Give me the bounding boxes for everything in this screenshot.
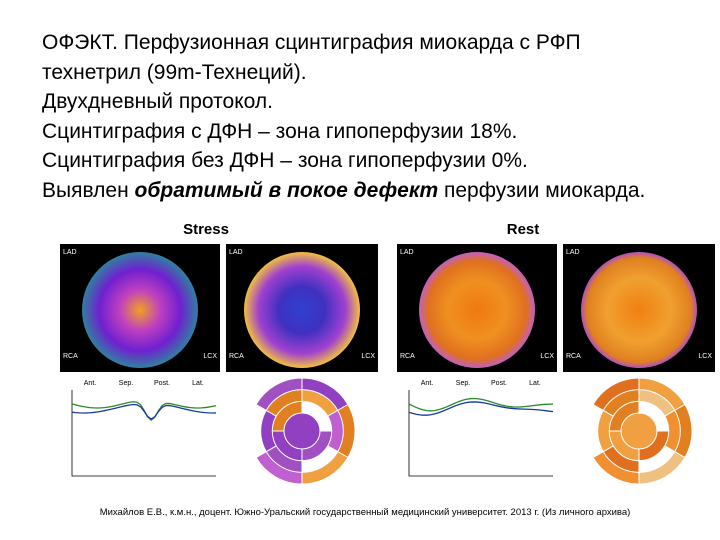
polar-label: LAD: [400, 249, 414, 256]
polar-map: [244, 252, 360, 368]
polar-map: [82, 252, 198, 368]
curve-label: Lat.: [192, 380, 204, 387]
axis: [408, 390, 553, 477]
panel-label: Stress: [183, 221, 229, 238]
text: перфузии миокарда.: [444, 178, 646, 202]
curve-label: Post.: [491, 380, 507, 387]
conclusion: Выявлен обратимый в покое дефект перфузи…: [42, 176, 645, 206]
polar-label: LCX: [540, 353, 554, 360]
polar-label: LAD: [566, 249, 580, 256]
text: Выявлен: [42, 178, 129, 202]
curve-plot-bg: [397, 376, 557, 486]
polar-label: LAD: [63, 249, 77, 256]
curve-label: Ant.: [84, 380, 97, 387]
polar-label: RCA: [566, 353, 581, 360]
curve: [408, 401, 554, 416]
curve-label: Sep.: [456, 380, 470, 387]
polar-label: LCX: [203, 353, 217, 360]
polar-map: [419, 252, 535, 368]
polar-label: RCA: [400, 353, 415, 360]
polar-label: LAD: [229, 249, 243, 256]
curve-label: Sep.: [119, 380, 133, 387]
axis: [71, 390, 216, 477]
text-line: технетрил (99m-Технеций).: [42, 60, 307, 84]
curve-plot-bg: [60, 376, 220, 486]
segment: [620, 412, 658, 450]
curve: [408, 397, 554, 412]
curve-label: Lat.: [529, 380, 541, 387]
text-line: Сцинтиграфия без ДФН – зона гипоперфузии…: [42, 149, 528, 172]
curve-label: Ant.: [421, 380, 434, 387]
text-line: Сцинтиграфия с ДФН – зона гипоперфузии 1…: [42, 119, 518, 143]
polar-label: LCX: [698, 353, 712, 360]
polar-label: RCA: [63, 353, 78, 360]
panel-label: Rest: [506, 221, 540, 238]
segment: [283, 412, 321, 450]
curve: [71, 401, 217, 421]
footer: Михайлов Е.В., к.м.н., доцент. Южно-Урал…: [99, 507, 631, 518]
slide-text: ОФЭКТ. Перфузионная сцинтиграфия миокард…: [42, 28, 645, 205]
emphasis: обратимый в покое дефект: [134, 178, 439, 202]
polar-map: [581, 252, 697, 368]
curve: [71, 403, 217, 420]
polar-label: LCX: [361, 353, 375, 360]
text-line: ОФЭКТ. Перфузионная сцинтиграфия миокард…: [42, 31, 581, 54]
text-line: Двухдневный протокол.: [42, 90, 273, 113]
curve-label: Post.: [154, 380, 170, 387]
polar-label: RCA: [229, 353, 244, 360]
